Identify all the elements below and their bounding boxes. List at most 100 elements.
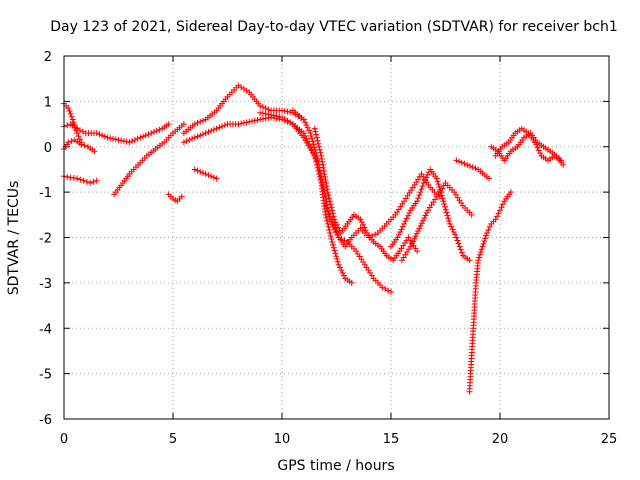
data-point: [324, 220, 331, 227]
data-point: [332, 250, 339, 257]
data-point: [65, 139, 72, 146]
data-point: [221, 122, 228, 129]
data-point: [449, 226, 456, 233]
data-point: [456, 243, 463, 250]
data-point: [279, 107, 285, 114]
data-point: [178, 193, 185, 200]
data-point: [74, 175, 81, 182]
data-point: [322, 177, 329, 184]
data-point: [262, 105, 269, 112]
x-tick-label: 15: [383, 432, 400, 447]
data-point: [259, 110, 266, 117]
data-point: [414, 248, 421, 255]
data-point: [323, 199, 330, 206]
data-point: [165, 121, 172, 128]
data-point: [329, 239, 336, 246]
data-point: [458, 159, 465, 166]
data-point: [265, 111, 272, 118]
y-tick-label: -5: [39, 368, 52, 383]
data-point: [422, 212, 429, 219]
series-bch1-g: [180, 82, 307, 137]
data-point: [210, 126, 217, 133]
series-bch1-i: [191, 166, 220, 182]
series-bch1-q: [453, 157, 493, 182]
x-tick-label: 10: [274, 432, 291, 447]
data-point: [498, 204, 505, 211]
data-point: [458, 249, 465, 256]
series-bch1-o: [398, 180, 475, 264]
data-point: [326, 195, 333, 202]
data-point: [415, 228, 422, 235]
data-point: [423, 174, 430, 181]
data-point: [265, 106, 272, 113]
data-point: [115, 136, 122, 143]
data-point: [153, 127, 160, 134]
data-point: [329, 207, 336, 214]
data-point: [83, 178, 90, 185]
data-point: [120, 138, 127, 145]
data-point: [319, 178, 326, 185]
data-point: [318, 173, 325, 180]
data-point: [257, 116, 264, 123]
data-point: [140, 133, 147, 140]
data-point: [90, 178, 97, 185]
data-point: [191, 134, 198, 141]
data-point: [442, 206, 449, 213]
y-tick-label: -4: [39, 322, 52, 337]
data-point: [254, 117, 261, 124]
data-point: [472, 165, 479, 172]
data-point: [410, 238, 417, 245]
data-point: [284, 108, 291, 115]
data-point: [268, 111, 275, 118]
data-point: [314, 137, 321, 144]
data-point: [360, 221, 367, 228]
data-point: [199, 131, 206, 138]
data-point: [328, 236, 335, 243]
y-tick-label: -1: [39, 186, 52, 201]
data-point: [440, 198, 447, 205]
data-point: [73, 127, 80, 134]
data-point: [257, 102, 264, 109]
data-point: [434, 178, 441, 185]
data-point: [126, 139, 133, 146]
data-point: [180, 121, 187, 128]
data-point: [325, 208, 332, 215]
data-point: [399, 223, 406, 230]
data-point: [482, 235, 489, 242]
data-point: [71, 121, 78, 128]
data-point: [150, 129, 157, 136]
data-point: [321, 187, 328, 194]
data-point: [382, 285, 389, 292]
data-point: [486, 175, 493, 182]
data-point: [219, 123, 226, 130]
data-point: [413, 230, 420, 237]
data-point: [340, 272, 347, 279]
data-point: [475, 257, 482, 264]
data-point: [322, 196, 329, 203]
data-point: [208, 127, 215, 134]
data-point: [281, 108, 288, 115]
data-point: [91, 148, 98, 155]
data-point: [415, 195, 422, 202]
data-point: [398, 226, 405, 233]
data-point: [372, 231, 379, 238]
data-point: [405, 212, 412, 219]
data-point: [497, 207, 503, 214]
data-point: [331, 247, 338, 254]
data-point: [416, 225, 423, 232]
data-point: [479, 243, 486, 250]
series-bch1-e: [111, 121, 187, 198]
data-point: [446, 218, 453, 225]
data-point: [468, 211, 475, 218]
data-point: [137, 134, 144, 141]
data-point: [307, 130, 314, 137]
data-point: [334, 258, 341, 265]
data-point: [320, 167, 327, 174]
data-point: [453, 234, 460, 241]
data-point: [246, 118, 253, 125]
data-point: [156, 126, 163, 133]
data-point: [238, 120, 245, 127]
data-point: [68, 138, 75, 145]
data-point: [443, 209, 450, 216]
